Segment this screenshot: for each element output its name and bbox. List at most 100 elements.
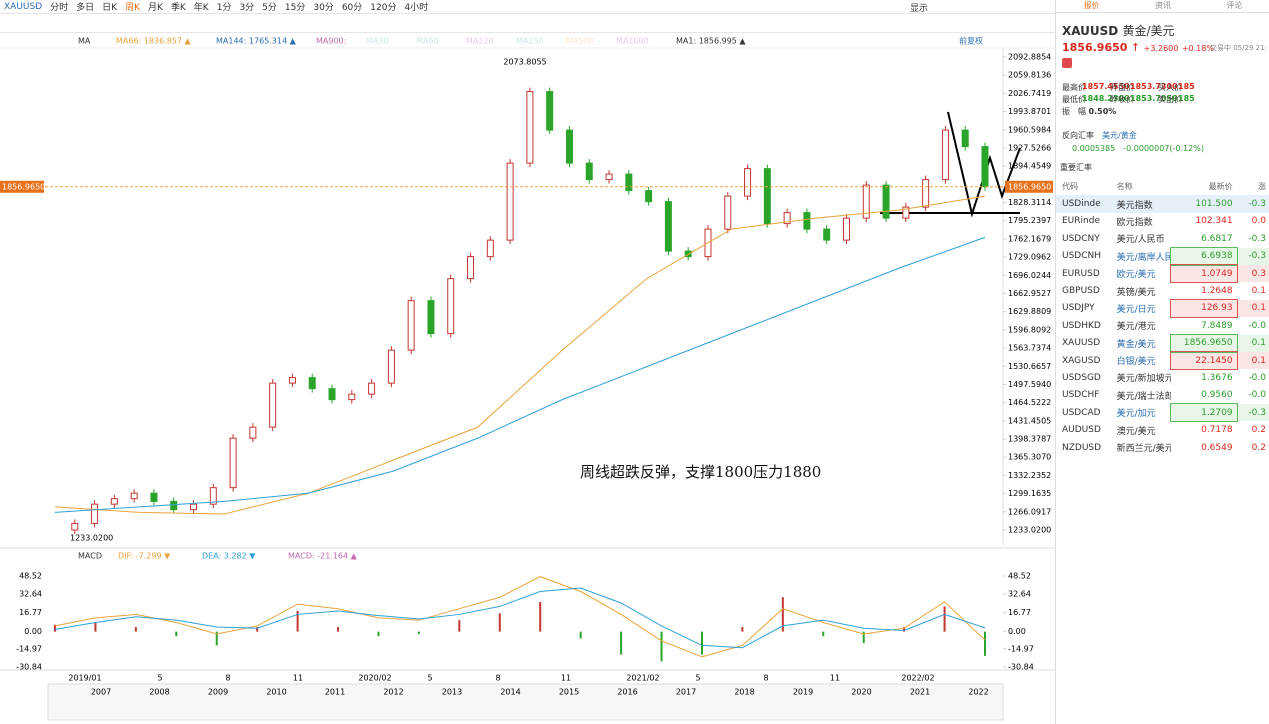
rate-row[interactable]: USDCNH 美元/离岸人民币6.6938-0.3 (1056, 246, 1269, 266)
period-button[interactable]: 15分 (284, 3, 306, 13)
change: -0.0 (1248, 390, 1266, 401)
code: EURUSD (1062, 268, 1100, 279)
candle (664, 201, 672, 252)
y-tick-label: 1299.1635 (1008, 489, 1051, 498)
rate-row[interactable]: USDHKD 美元/港元 7.8489 -0.0 (1056, 317, 1269, 334)
reverse-label: 反向汇率 (1062, 131, 1094, 140)
period-button[interactable]: 季K (170, 3, 186, 13)
macd-bar (498, 613, 501, 632)
stat-label: 最高价 (1062, 83, 1086, 92)
header-cell: 代码 (1062, 182, 1078, 192)
candle (328, 388, 336, 401)
macd-bar (620, 631, 623, 655)
period-button[interactable]: 60分 (341, 3, 363, 13)
rate-row[interactable]: USDSGD 美元/新加坡元 1.3676 -0.0 (1056, 369, 1269, 386)
y-tick-label: 1894.4549 (1008, 162, 1051, 171)
display-menu[interactable]: 显示 (910, 4, 929, 14)
name: 美元指数 (1116, 200, 1153, 211)
tab[interactable]: 报价 (1083, 1, 1100, 10)
candle (783, 212, 791, 225)
period-button[interactable]: 30分 (313, 3, 334, 13)
candle (229, 437, 237, 489)
change: -0.0 (1248, 372, 1266, 383)
rate-row[interactable]: XAGUSD 白银/美元 22.1450 0.1 (1056, 350, 1269, 371)
reverse-change: -0.0000007(-0.12%) (1123, 144, 1204, 153)
macd-bar (943, 606, 946, 632)
rate-row[interactable]: USDinde 美元指数 101.500 -0.3 (1056, 195, 1269, 213)
stat-value: 1848.2300 (1082, 94, 1130, 103)
stat-label: 买入价 (1158, 83, 1182, 92)
x-tick-label: 8 (763, 674, 768, 683)
y-tick-label: -30.84 (16, 663, 42, 672)
rate-row[interactable]: EURUSD 欧元/美元 1.0749 0.3 (1056, 263, 1269, 284)
candle (546, 91, 554, 131)
period-button[interactable]: 1分 (216, 3, 232, 13)
rate-row[interactable]: USDCAD 美元/加元 1.2709 -0.3 (1056, 403, 1269, 423)
year-label: 2013 (442, 688, 462, 697)
rate-row[interactable]: USDCNY 美元/人民币 6.6817 -0.3 (1056, 230, 1269, 247)
reverse-value: 0.0005385 (1072, 144, 1116, 153)
period-button[interactable]: 分时 (50, 3, 69, 13)
period-button[interactable]: 周K (125, 3, 140, 13)
period-button[interactable]: 5分 (262, 3, 277, 13)
rate-row[interactable]: AUDUSD 澳元/美元 0.7178 0.2 (1056, 421, 1269, 438)
name: 欧元/美元 (1116, 270, 1156, 281)
period-button[interactable]: 120分 (370, 3, 397, 13)
change: 0.1 (1251, 286, 1266, 297)
code: USDCHF (1062, 390, 1100, 401)
y-tick-label: 1993.8701 (1008, 107, 1051, 116)
year-label: 2011 (325, 688, 345, 697)
period-button[interactable]: 3分 (239, 3, 255, 13)
year-label: 2010 (266, 688, 286, 697)
candle (724, 195, 732, 230)
period-button[interactable]: 多日 (76, 3, 95, 13)
ma-label: MA30 (366, 37, 389, 46)
period-button[interactable]: 年K (193, 3, 209, 13)
x-tick-label: 5 (695, 674, 700, 683)
ma-label: MA66: 1836.857 ▲ (116, 37, 192, 46)
x-tick-label: 2022/02 (901, 674, 934, 683)
candle (803, 212, 811, 230)
candle (961, 129, 969, 148)
favorite[interactable] (1062, 58, 1072, 68)
macd-bar (579, 631, 582, 639)
candle (526, 91, 534, 164)
name: 美元/加元 (1116, 409, 1156, 420)
code: USDCAD (1062, 407, 1101, 418)
annotation: 周线超跌反弹，支撑1800压力1880 (580, 463, 821, 481)
rate-row[interactable]: USDCHF 美元/瑞士法郎 0.9560 -0.0 (1056, 387, 1269, 404)
ma-line (54, 576, 986, 658)
stat-label: 最低价 (1062, 95, 1086, 104)
period-button[interactable]: 4小时 (404, 3, 429, 13)
candle (348, 393, 356, 401)
tab[interactable]: 评论 (1226, 1, 1243, 10)
rate-row[interactable]: XAUUSD 黄金/美元 1856.9650 0.1 (1056, 333, 1269, 353)
tab[interactable]: 资讯 (1154, 1, 1171, 10)
ma-line (54, 195, 986, 515)
code: EURinde (1062, 216, 1100, 227)
name: 欧元指数 (1116, 217, 1153, 228)
x-tick-label: 8 (225, 674, 230, 683)
year-label: 2012 (383, 688, 403, 697)
rate-row[interactable]: GBPUSD 英镑/美元 1.2648 0.1 (1056, 282, 1269, 299)
period-button[interactable]: 月K (147, 3, 163, 13)
price: 22.1450 (1170, 350, 1238, 371)
y-tick-label: 48.52 (1008, 572, 1031, 581)
period-button[interactable]: 日K (102, 3, 118, 13)
rates-table: 代码 名称 最新价 涨 USDinde 美元指数 101.500 -0.3 EURinde 欧元指… (1056, 178, 1269, 456)
symbol[interactable]: XAUUSD (4, 1, 43, 12)
rate-row[interactable]: USDJPY 美元/日元 126.93 0.1 (1056, 298, 1269, 319)
price: 0.6549 (1201, 442, 1233, 453)
x-tick-label: 11 (561, 674, 571, 683)
y-tick-label: -14.97 (16, 644, 42, 653)
code: USDJPY (1062, 303, 1095, 314)
stat-value: 1853.7050 (1130, 94, 1178, 103)
rate-row[interactable]: EURinde 欧元指数 102.341 0.0 (1056, 213, 1269, 230)
y-tick-label: 1729.0962 (1008, 253, 1051, 262)
symbol-name: 黄金/美元 (1122, 24, 1175, 38)
adjust-label[interactable]: 前复权 (959, 36, 983, 46)
y-tick-label: 1431.4505 (1008, 416, 1051, 425)
ma-line (54, 587, 986, 649)
rate-row[interactable]: NZDUSD 新西兰元/美元 0.6549 0.2 (1056, 439, 1269, 456)
